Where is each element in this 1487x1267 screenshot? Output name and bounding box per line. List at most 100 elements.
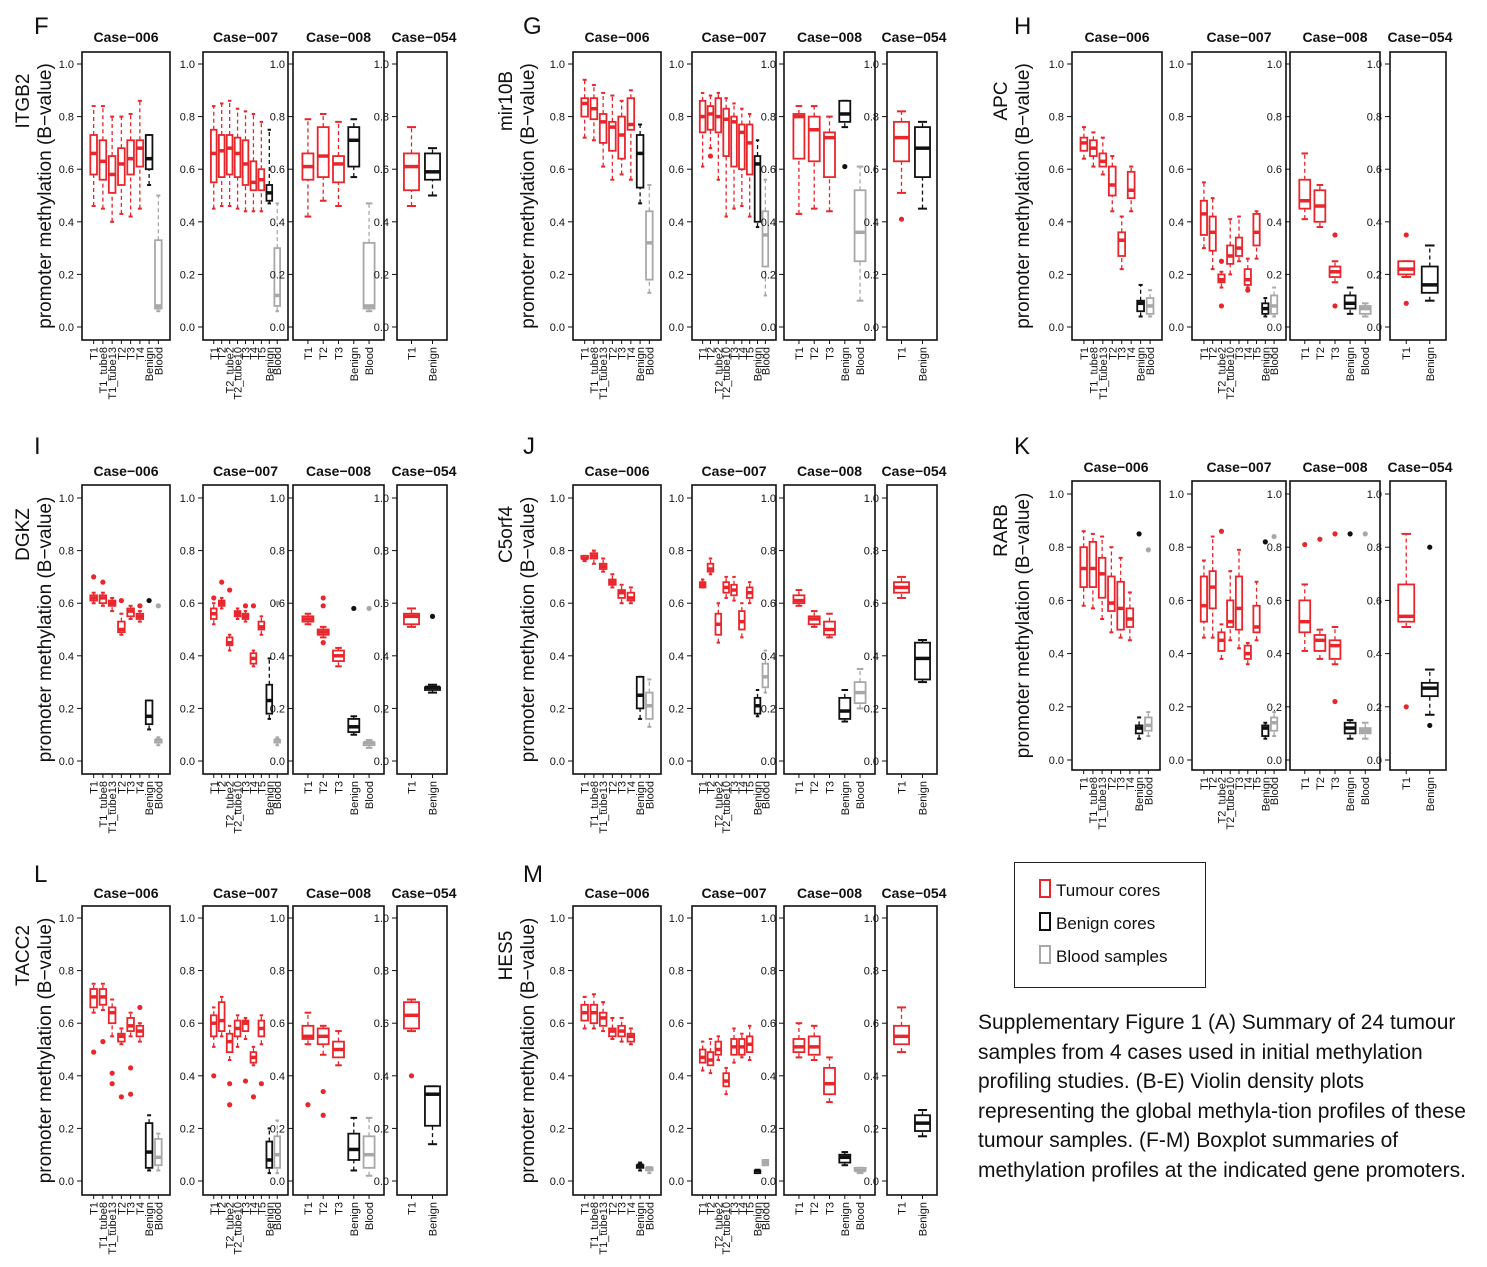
y-tick-label: 1.0 (864, 493, 879, 505)
box-iqr (838, 696, 852, 720)
box-T1_tube13 (598, 1001, 608, 1033)
y-tick-label: 0.8 (550, 966, 565, 978)
box-Benign (838, 99, 852, 129)
x-tick-label: T2 (607, 1202, 619, 1215)
box-iqr (598, 113, 608, 144)
box-Blood (645, 678, 654, 728)
box-iqr (117, 147, 126, 186)
box-T2_tube2 (225, 99, 234, 208)
y-tick-label: 0.4 (374, 651, 389, 663)
x-tick-label: T2 (318, 781, 330, 794)
box-T1 (893, 575, 910, 599)
box-T1 (89, 982, 98, 1014)
box-T1_tube13 (107, 596, 117, 613)
box-T5 (1252, 210, 1261, 260)
y-tick-label: 0.4 (1367, 649, 1382, 661)
x-tick-label: T1 (303, 781, 315, 794)
box-Benign (347, 715, 361, 736)
outlier-point (1262, 539, 1268, 545)
x-tick-label: T1 (209, 781, 221, 794)
box-iqr (914, 641, 931, 681)
box-Blood (645, 1166, 654, 1175)
y-tick-label: 0.6 (59, 164, 74, 176)
x-tick-label: T4 (135, 781, 147, 794)
x-tick-label: T2_tube2 (225, 1202, 237, 1248)
y-tick-label: 0.0 (669, 756, 684, 768)
box-Benign (635, 675, 645, 720)
y-tick-label: 0.2 (1049, 269, 1064, 281)
box-T5 (1252, 580, 1261, 642)
x-tick-label: T1_tube13 (1098, 347, 1110, 400)
box-Benign (914, 639, 931, 684)
box-T1 (403, 607, 420, 628)
x-tick-label: T2_tube2 (713, 347, 725, 393)
case-title: Case−006 (584, 29, 649, 45)
outlier-point (211, 1073, 217, 1079)
case-subplot: Case−006 0.0 0.2 0.4 0.6 0.8 1.0 T1T1_tube8T1_t… (550, 29, 662, 400)
y-tick-label: 0.0 (669, 322, 684, 334)
y-tick-label: 0.2 (59, 269, 74, 281)
box-T2 (807, 105, 821, 210)
y-tick-label: 0.8 (864, 546, 879, 558)
x-tick-label: T1_tube13 (598, 1202, 610, 1255)
x-tick-label: Benign (428, 1202, 440, 1236)
box-T1 (1199, 559, 1208, 639)
box-T1 (301, 118, 315, 218)
y-tick-label: 0.2 (761, 269, 776, 281)
outlier-point (320, 640, 326, 646)
case-title: Case−054 (391, 29, 456, 45)
y-tick-label: 0.2 (1169, 702, 1184, 714)
outlier-point (274, 600, 280, 606)
box-iqr (144, 134, 154, 171)
outlier-point (320, 595, 326, 601)
y-tick-label: 0.4 (864, 217, 879, 229)
x-tick-label: Blood (644, 781, 656, 809)
box-iqr (761, 210, 770, 268)
box-iqr (1126, 170, 1136, 200)
y-tick-label: 0.6 (864, 598, 879, 610)
y-tick-label: 1.0 (864, 913, 879, 925)
y-tick-label: 0.8 (1267, 542, 1282, 554)
box-Benign (1261, 297, 1270, 318)
x-tick-label: T1 (1199, 777, 1211, 790)
box-T5 (257, 1014, 266, 1046)
box-iqr (1226, 599, 1235, 628)
case-title: Case−006 (584, 885, 649, 901)
y-tick-label: 0.4 (59, 651, 74, 663)
y-tick-label: 0.6 (1169, 164, 1184, 176)
box-Blood (362, 202, 376, 313)
outlier-point (1427, 544, 1433, 550)
box-iqr (144, 1122, 154, 1169)
y-tick-label: 1.0 (1367, 489, 1382, 501)
box-Blood (1270, 711, 1279, 738)
x-tick-label: T2 (1208, 777, 1220, 790)
x-tick-label: T1_tube8 (98, 781, 110, 827)
box-iqr (217, 1001, 226, 1032)
case-subplot: Case−006 0.0 0.2 0.4 0.6 0.8 1.0 T1T1_tube8T1_t… (1049, 29, 1163, 400)
x-tick-label: T1 (1300, 777, 1312, 790)
box-iqr (1328, 639, 1342, 660)
outlier-point (250, 1094, 257, 1100)
x-tick-label: T3 (1234, 777, 1246, 790)
y-tick-label: 0.2 (864, 703, 879, 715)
x-tick-label: Benign (1345, 347, 1357, 381)
box-T2 (316, 1024, 330, 1056)
y-tick-label: 0.0 (550, 756, 565, 768)
outlier-point (155, 603, 161, 609)
box-T1_tube13 (598, 91, 608, 168)
y-tick-label: 0.0 (270, 322, 285, 334)
panel-letter: G (523, 13, 542, 40)
box-Benign (424, 1085, 441, 1146)
case-title: Case−054 (391, 463, 456, 479)
box-T1_tube8 (98, 982, 108, 1012)
box-T2 (1313, 628, 1327, 660)
x-tick-label: T3 (825, 781, 837, 794)
panel-H: H APC promoter methylation (B−value) Case−0… (991, 13, 1453, 400)
box-T1 (792, 589, 806, 607)
plot-frame (1389, 51, 1447, 341)
x-tick-label: Blood (1143, 777, 1155, 805)
box-Blood (154, 736, 163, 747)
box-T1 (893, 1006, 910, 1054)
x-tick-label: T2 (809, 781, 821, 794)
y-tick-label: 0.6 (1267, 595, 1282, 607)
